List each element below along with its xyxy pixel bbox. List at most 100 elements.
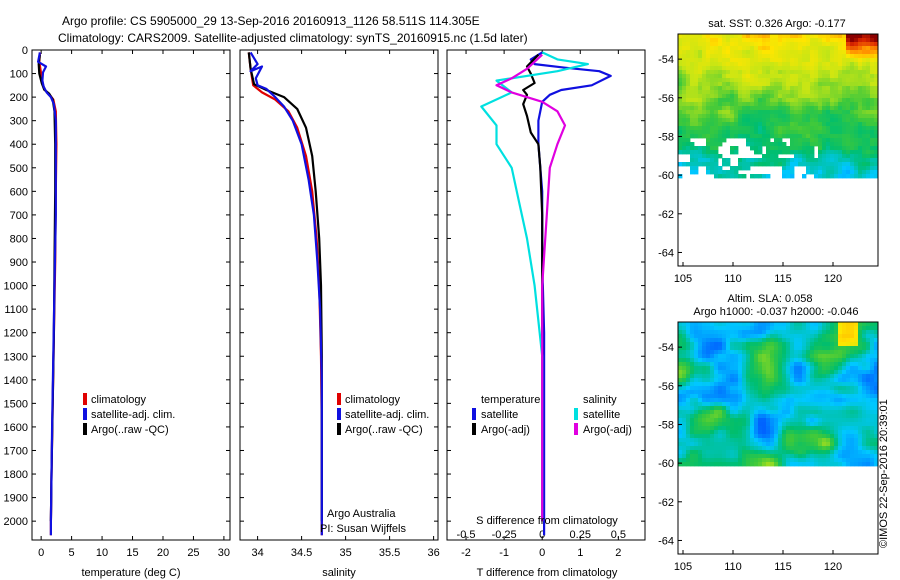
sla-map-cell: [874, 362, 879, 367]
sla-map-cell: [690, 410, 695, 415]
sst-map-cell: [698, 50, 703, 55]
sla-map-cell: [814, 462, 819, 467]
sla-map-cell: [754, 330, 759, 335]
sst-map-cell: [722, 122, 727, 127]
sla-map-cell: [854, 430, 859, 435]
sst-map-cell: [762, 154, 767, 159]
sst-map-cell: [754, 62, 759, 67]
sla-map-cell: [698, 438, 703, 443]
sla-map-cell: [786, 406, 791, 411]
sst-map-cell: [694, 114, 699, 119]
sla-map-cell: [798, 330, 803, 335]
sst-map-cell: [866, 154, 871, 159]
sla-map-cell: [738, 446, 743, 451]
sla-map-cell: [806, 346, 811, 351]
sst-map-x-tick-label: 105: [674, 273, 692, 285]
sla-map-cell: [834, 394, 839, 399]
sst-map-cell: [794, 142, 799, 147]
sst-map-cell: [842, 134, 847, 139]
sst-map-cell: [778, 150, 783, 155]
sst-map-cell: [838, 58, 843, 63]
sst-map-cell: [842, 106, 847, 111]
sst-map-cell: [862, 86, 867, 91]
sla-map-cell: [738, 458, 743, 463]
sst-map-cell: [862, 98, 867, 103]
sla-map-cell: [818, 350, 823, 355]
sla-map-cell: [774, 450, 779, 455]
sla-map-cell: [694, 462, 699, 467]
sst-map-cell: [854, 66, 859, 71]
sla-map-cell: [718, 378, 723, 383]
sst-map-cell: [710, 118, 715, 123]
sla-map-cell: [754, 334, 759, 339]
sla-map-cell: [790, 322, 795, 327]
sla-map-cell: [818, 386, 823, 391]
difference-axes: -2 -1 0 1 2-0.5 -0.25 0 0.25 0.5: [447, 49, 645, 559]
sla-map-cell: [850, 378, 855, 383]
temperature-y-tick-label: 2000: [4, 516, 28, 528]
sla-map-cell: [814, 374, 819, 379]
sst-map-cell: [870, 98, 875, 103]
sla-map-cell: [770, 386, 775, 391]
sla-map-cell: [810, 426, 815, 431]
sla-map-cell: [866, 350, 871, 355]
sla-map-cell: [830, 370, 835, 375]
sst-map-cell: [782, 98, 787, 103]
sla-map-cell: [698, 338, 703, 343]
sla-map-cell: [714, 326, 719, 331]
sla-map-cell: [730, 370, 735, 375]
sst-map-cell: [810, 62, 815, 67]
sla-map-cell: [686, 438, 691, 443]
sst-map-cell: [762, 74, 767, 79]
sla-map-cell: [730, 414, 735, 419]
sla-map-cell: [698, 330, 703, 335]
sst-map-cell: [730, 86, 735, 91]
sst-map-cell: [846, 122, 851, 127]
sla-map-cell: [682, 394, 687, 399]
sst-map-cell: [854, 106, 859, 111]
sst-map-cell: [798, 142, 803, 147]
sla-map-cell: [698, 446, 703, 451]
sst-map-cell: [822, 134, 827, 139]
sst-map-cell: [770, 150, 775, 155]
sla-map-cell: [794, 442, 799, 447]
sst-map-cell: [814, 34, 819, 39]
sla-map-cell: [690, 422, 695, 427]
sst-map-cell: [766, 122, 771, 127]
sst-map-cell: [718, 74, 723, 79]
sst-map-cell: [786, 114, 791, 119]
sla-map-cell: [786, 398, 791, 403]
sst-map-cell: [794, 122, 799, 127]
sla-map-cell: [814, 378, 819, 383]
sst-map-cell: [738, 158, 743, 163]
sla-map-cell: [754, 458, 759, 463]
sla-map-cell: [870, 394, 875, 399]
sla-map-cell: [798, 398, 803, 403]
sla-map-cell: [810, 358, 815, 363]
sla-map-cell: [742, 410, 747, 415]
sla-map-cell: [698, 434, 703, 439]
sst-map-cell: [702, 78, 707, 83]
sst-map-cell: [838, 170, 843, 175]
sla-map-cell: [798, 450, 803, 455]
sst-map-cell: [714, 114, 719, 119]
sla-map-cell: [766, 362, 771, 367]
sst-map-cell: [826, 130, 831, 135]
sla-map-cell: [762, 386, 767, 391]
sst-map-cell: [726, 126, 731, 131]
sst-map-cell: [706, 50, 711, 55]
sla-map-cell: [714, 398, 719, 403]
sla-map-cell: [858, 398, 863, 403]
sla-map-cell: [858, 322, 863, 327]
sst-map-cell: [778, 122, 783, 127]
sla-map-cell: [826, 374, 831, 379]
sst-map-cell: [866, 106, 871, 111]
sla-map-cell: [742, 362, 747, 367]
sla-map-cell: [710, 414, 715, 419]
sla-map-cell: [734, 354, 739, 359]
sst-map-cell: [738, 62, 743, 67]
sst-map-cell: [794, 34, 799, 39]
sst-map-cell: [806, 170, 811, 175]
sst-map-cell: [714, 138, 719, 143]
sla-map-cell: [794, 330, 799, 335]
